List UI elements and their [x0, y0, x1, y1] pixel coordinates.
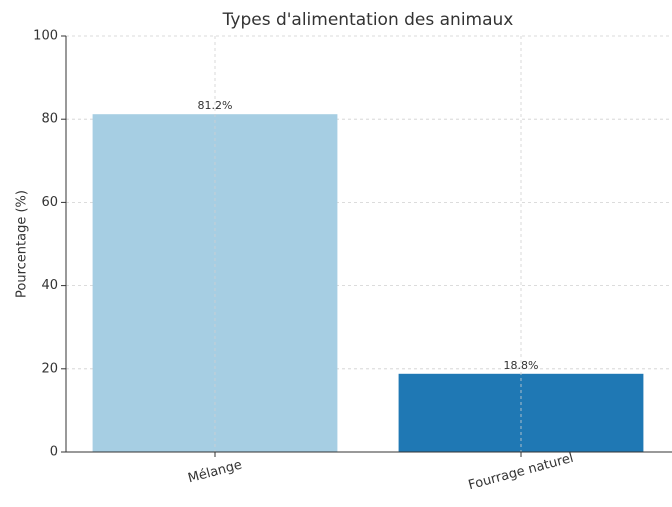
- y-tick-label: 60: [41, 195, 58, 210]
- y-tick-label: 80: [41, 112, 58, 127]
- y-tick-label: 20: [41, 361, 58, 376]
- y-tick-label: 40: [41, 278, 58, 293]
- y-axis-label: Pourcentage (%): [15, 190, 30, 298]
- y-tick-label: 0: [50, 445, 58, 460]
- x-tick-label: Mélange: [186, 458, 243, 487]
- chart-title: Types d'alimentation des animaux: [222, 10, 514, 30]
- value-label: 81.2%: [198, 99, 233, 112]
- y-tick-label: 100: [33, 29, 58, 44]
- value-label: 18.8%: [504, 359, 539, 372]
- x-tick-label: Fourrage naturel: [467, 451, 575, 494]
